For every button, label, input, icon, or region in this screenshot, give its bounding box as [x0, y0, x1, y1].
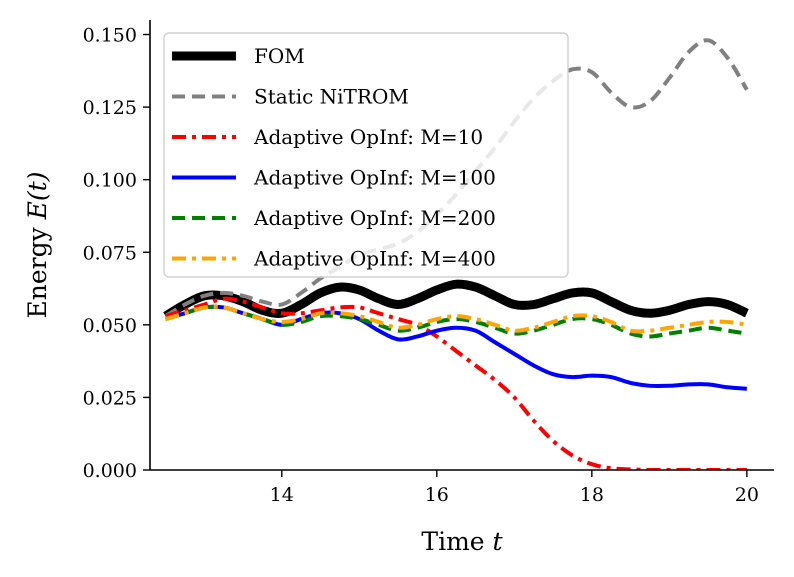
legend-label-adaptive-opinf-m-400: Adaptive OpInf: M=400	[253, 247, 496, 271]
series-line-adaptive-opinf-m-100	[164, 304, 748, 391]
x-tick-label: 14	[270, 484, 294, 506]
x-axis-title: Time t	[421, 527, 503, 556]
y-tick-label: 0.000	[83, 460, 137, 482]
legend-label-adaptive-opinf-m-100: Adaptive OpInf: M=100	[253, 166, 496, 190]
legend-label-fom: FOM	[254, 44, 305, 68]
x-tick-label: 16	[425, 484, 449, 506]
axes: 14 16 18 20 0.000 0.025 0.050 0.075 0.100 0.125 0.…	[83, 20, 774, 506]
y-tick-label: 0.125	[83, 97, 137, 119]
y-tick-label: 0.075	[83, 242, 137, 264]
legend-box	[163, 32, 569, 278]
y-tick-label: 0.150	[83, 25, 137, 47]
axis-labels: Time t Energy E(t)	[23, 172, 504, 556]
x-tick-label: 18	[580, 484, 604, 506]
legend-label-adaptive-opinf-m-200: Adaptive OpInf: M=200	[253, 206, 496, 230]
legend-label-static-nitrom: Static NiTROM	[254, 85, 409, 109]
y-tick-label: 0.100	[83, 170, 137, 192]
series-line-adaptive-opinf-m-400	[164, 304, 748, 334]
series-line-fom	[163, 279, 749, 320]
series-line-adaptive-opinf-m-10	[164, 296, 747, 470]
legend: FOM Static NiTROM Adaptive OpInf: M=10 Adap…	[163, 32, 569, 278]
y-tick-label: 0.050	[83, 315, 137, 337]
series-layer	[163, 38, 749, 470]
y-axis-title: Energy E(t)	[23, 172, 52, 319]
x-tick-label: 20	[735, 484, 759, 506]
legend-label-adaptive-opinf-m-10: Adaptive OpInf: M=10	[253, 125, 483, 149]
y-tick-label: 0.025	[83, 387, 137, 409]
